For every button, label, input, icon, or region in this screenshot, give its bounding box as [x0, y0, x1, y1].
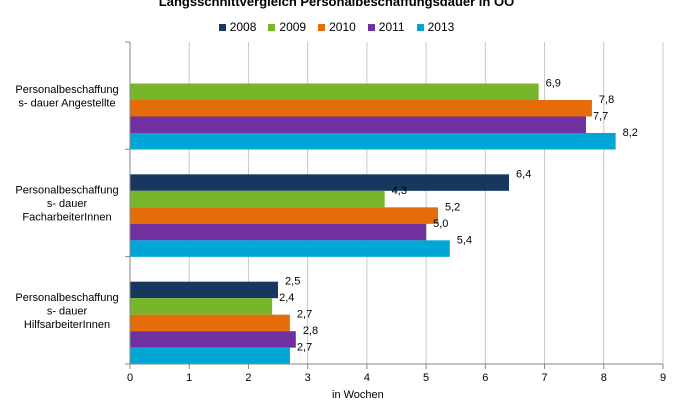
x-tick-label-8: 8: [601, 372, 607, 384]
legend-label: 2008: [229, 20, 257, 34]
x-tick-label-4: 4: [364, 372, 370, 384]
legend-swatch: [318, 23, 326, 31]
category-label-line: s- dauer Angestellte: [18, 97, 115, 109]
legend-swatch: [416, 23, 424, 31]
category-label-2: Personalbeschaffung s- dauer FacharbeiterI…: [15, 185, 118, 224]
legend-item-2008: 2008: [218, 20, 257, 34]
x-tick-label-7: 7: [541, 372, 547, 384]
x-tick-label-3: 3: [305, 372, 311, 384]
category-label-line: Personalbeschaffung: [15, 292, 118, 304]
legend-label: 2009: [279, 20, 307, 34]
bar-2013-cat3: [130, 347, 290, 365]
legend-item-2013: 2013: [416, 20, 455, 34]
legend-label: 2011: [378, 20, 405, 34]
x-tick-label-1: 1: [186, 372, 192, 384]
bar-2008-cat3: [130, 281, 279, 299]
legend-label: 2013: [427, 20, 455, 34]
bar-2011-cat1: [130, 116, 587, 133]
value-label-2013-cat1: 8,2: [623, 127, 638, 139]
legend-swatch: [268, 23, 276, 31]
value-label-2011-cat1: 7,7: [593, 111, 608, 123]
value-label-2010-cat1: 7,8: [599, 94, 614, 106]
legend-item-2009: 2009: [268, 20, 306, 34]
value-label-2011-cat3: 2,8: [303, 325, 318, 337]
bar-2009-cat1: [130, 83, 539, 100]
category-label-1: Personalbeschaffung s- dauer Angestellte: [15, 84, 118, 110]
bar-2009-cat2: [130, 190, 385, 208]
x-tick-label-2: 2: [245, 372, 251, 384]
value-label-2013-cat2: 5,4: [457, 234, 472, 246]
value-label-2009-cat3: 2,4: [279, 292, 294, 304]
bar-2013-cat1: [130, 133, 616, 150]
bar-2010-cat1: [130, 100, 592, 117]
x-axis-label: in Wochen: [332, 389, 384, 401]
legend-label: 2010: [329, 20, 356, 34]
category-label-3: Personalbeschaffung s- dauer Hilfsarbeiter…: [15, 292, 118, 331]
legend-swatch: [367, 23, 375, 31]
bar-2010-cat2: [130, 207, 438, 224]
category-label-line: Personalbeschaffung: [15, 84, 118, 96]
category-label-line: HilfsarbeiterInnen: [24, 319, 110, 331]
bar-2008-cat2: [130, 174, 510, 191]
category-label-line: Personalbeschaffung: [15, 185, 118, 197]
bar-2011-cat2: [130, 223, 427, 241]
bar-2013-cat2: [130, 240, 450, 257]
value-label-2010-cat3: 2,7: [297, 309, 312, 321]
value-label-2010-cat2: 5,2: [445, 201, 460, 213]
chart-title: Längsschnittvergleich Personalbeschaffun…: [158, 0, 515, 9]
value-label-2009-cat2: 4,3: [392, 185, 407, 197]
x-tick-label-6: 6: [482, 372, 488, 384]
bar-2009-cat3: [130, 298, 273, 315]
value-label-2011-cat2: 5,0: [433, 218, 448, 230]
value-label-2013-cat3: 2,7: [297, 342, 312, 354]
legend-item-2011: 2011: [367, 20, 405, 34]
legend-swatch: [218, 23, 226, 31]
x-tick-label-5: 5: [423, 372, 429, 384]
value-label-2008-cat2: 6,4: [516, 168, 531, 180]
x-tick-label-9: 9: [660, 372, 666, 384]
category-label-line: FacharbeiterInnen: [22, 212, 111, 224]
bar-2010-cat3: [130, 314, 290, 332]
legend: 2008 2009 2010 2011 2013: [0, 20, 673, 34]
legend-item-2010: 2010: [318, 20, 356, 34]
category-label-line: s- dauer: [47, 305, 88, 317]
value-label-2009-cat1: 6,9: [546, 78, 561, 90]
value-label-2008-cat3: 2,5: [285, 276, 300, 288]
bar-2011-cat3: [130, 331, 296, 348]
category-label-line: s- dauer: [47, 198, 88, 210]
x-tick-label-0: 0: [127, 372, 133, 384]
